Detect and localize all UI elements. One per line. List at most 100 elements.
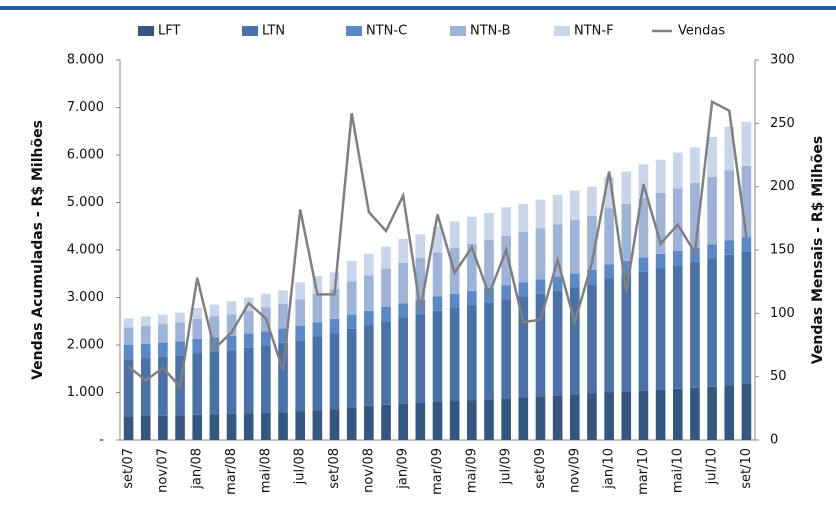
bar-segment [690,261,700,388]
x-tick-label: set/10 [739,448,754,489]
bar-segment [312,336,323,411]
bar-segment [158,415,168,440]
bar-segment [518,397,529,440]
bar-segment [226,314,237,336]
bar-segment [604,392,614,440]
bar-segment [364,275,374,311]
bar-segment [518,203,529,232]
bar-segment [707,386,717,440]
bar-segment [621,260,632,276]
bar-segment [552,276,563,291]
bar-segment [140,416,151,440]
legend-swatch [242,26,258,36]
bar-segment [329,409,340,440]
x-tick-label: mai/08 [258,448,273,493]
bar-segment [467,216,477,244]
bar-segment [364,325,374,406]
bar-segment [518,231,529,283]
y-tick-label: - [99,433,104,448]
bar-segment [638,390,649,440]
y2-tick-label: 250 [770,116,795,131]
bar-segment [123,359,134,417]
bar-segment [209,316,220,338]
bar-segment [140,325,151,344]
bar-segment [140,358,151,417]
x-tick-label: set/07 [121,448,136,489]
bar-segment [707,136,717,177]
bar-segment [329,289,340,319]
bar-segment [415,402,426,440]
bar-segment [569,394,580,440]
bar-segment [415,314,426,403]
bar-segment [501,207,511,236]
bar-segment [261,293,271,308]
y2-tick-label: 200 [770,179,795,194]
bar-segment [123,318,134,328]
legend-swatch [346,26,362,36]
bar-segment [381,269,391,307]
bar-segment [192,307,203,319]
bar-segment [329,272,340,290]
bar-segment [535,293,546,397]
bar-segment [638,271,649,391]
bar-segment [604,176,614,209]
legend-label: Vendas [678,24,725,39]
bar-segment [432,252,443,297]
bar-segment [415,234,426,259]
bar-segment [192,318,203,339]
bar-segment [741,165,752,238]
bar-segment [381,246,391,269]
bar-segment [724,254,735,386]
bar-segment [690,183,700,248]
y2-tick-label: 300 [770,53,795,68]
bar-segment [707,244,717,259]
bar-segment [741,237,752,252]
bar-segment [587,269,597,285]
legend-label: NTN-F [574,24,614,39]
bar-segment [604,208,614,265]
bar-segment [364,310,374,326]
bar-segment [587,186,597,216]
bar-segment [672,250,683,266]
bar-segment [209,351,220,415]
bar-segment [192,353,203,415]
bar-segment [467,290,477,306]
bar-segment [604,278,614,393]
bar-segment [535,228,546,280]
bar-segment [587,284,597,394]
bar-segment [621,203,632,261]
bar-segment [552,290,563,396]
bar-segment [295,340,306,412]
bar-segment [741,251,752,384]
bar-segment [655,389,666,440]
bar-segment [364,253,374,276]
bar-segment [398,317,408,404]
x-tick-label: jul/10 [705,448,720,485]
bar-segment [243,310,254,334]
legend-label: NTN-B [470,24,511,39]
y-tick-label: 7.000 [67,100,104,115]
bar-segment [243,333,254,348]
bar-segment [226,301,237,315]
bar-segment [655,253,666,269]
bar-segment [158,342,168,357]
y2-tick-label: 150 [770,243,795,258]
bar-segment [295,299,306,326]
y-tick-label: 6.000 [67,148,104,163]
y2-tick-label: 100 [770,306,795,321]
bar-segment [209,414,220,440]
bar-segment [501,398,511,440]
bar-segment [638,164,649,199]
bar-segment [501,235,511,286]
x-tick-label: mar/09 [430,448,445,495]
bar-segment [672,188,683,251]
bar-segment [638,198,649,258]
bar-segment [381,307,391,322]
bar-segment [278,328,288,343]
y-tick-label: 2.000 [67,338,104,353]
bar-segment [398,303,408,318]
bar-segment [535,279,546,294]
bar-segment [432,310,443,402]
bar-segment [175,322,185,342]
